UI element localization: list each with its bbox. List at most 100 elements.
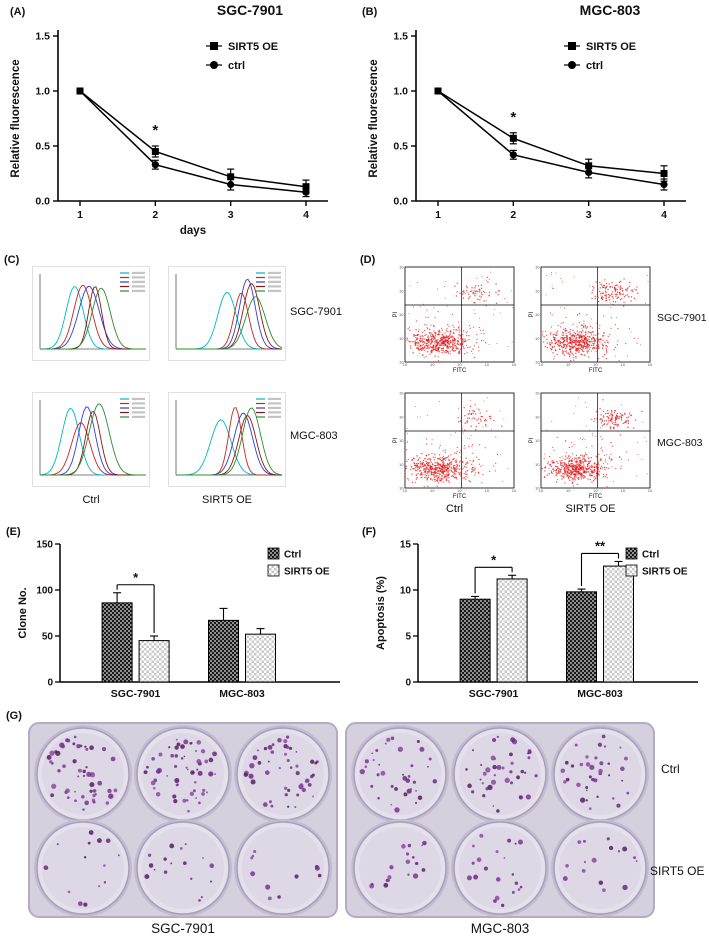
svg-text:10: 10 [399, 462, 404, 467]
svg-text:10: 10 [457, 488, 462, 493]
svg-text:10: 10 [535, 312, 540, 317]
svg-text:10: 10 [512, 488, 517, 493]
svg-text:Relative fluorescence: Relative fluorescence [10, 59, 22, 177]
svg-text:0.0: 0.0 [393, 196, 408, 208]
svg-text:Apoptosis (%): Apoptosis (%) [375, 576, 387, 650]
panel-g-row-label-ctrl: Ctrl [661, 762, 680, 776]
panel-g-letter: (G) [6, 710, 22, 722]
svg-text:1.5: 1.5 [35, 31, 50, 43]
svg-text:10: 10 [485, 362, 490, 367]
panel-c-col-label-ctrl: Ctrl [82, 494, 100, 506]
panel-c-row-label-sgc: SGC-7901 [290, 306, 342, 318]
svg-text:10: 10 [485, 488, 490, 493]
panel-c-col-label-sirt5oe: SIRT5 OE [202, 494, 252, 506]
svg-text:MGC-803: MGC-803 [219, 688, 265, 700]
svg-text:10: 10 [593, 362, 598, 367]
svg-text:10: 10 [621, 488, 626, 493]
svg-text:PI: PI [529, 311, 535, 317]
svg-text:3: 3 [586, 209, 592, 221]
svg-text:4: 4 [661, 209, 667, 221]
panel-d-row-label-sgc: SGC-7901 [657, 312, 707, 324]
panel-d-row-label-mgc: MGC-803 [657, 437, 703, 449]
svg-text:2: 2 [510, 209, 516, 221]
svg-text:1: 1 [77, 209, 83, 221]
svg-text:10: 10 [457, 362, 462, 367]
svg-text:ctrl: ctrl [228, 60, 245, 72]
flow-histogram-mgc-sirt5oe [168, 392, 286, 487]
panel-a-letter: (A) [10, 6, 26, 18]
svg-text:10: 10 [566, 362, 571, 367]
svg-text:**: ** [595, 538, 606, 553]
svg-text:*: * [491, 552, 497, 567]
svg-text:10: 10 [399, 312, 404, 317]
svg-text:Relative fluorescence: Relative fluorescence [368, 59, 380, 177]
colony-plate-sgc [28, 722, 338, 918]
svg-text:10: 10 [399, 360, 404, 365]
svg-text:0.5: 0.5 [393, 141, 408, 153]
svg-text:0.5: 0.5 [35, 141, 50, 153]
svg-text:10: 10 [539, 362, 544, 367]
svg-text:10: 10 [403, 488, 408, 493]
svg-text:10: 10 [399, 288, 404, 293]
svg-text:10: 10 [399, 336, 404, 341]
svg-text:PI: PI [393, 437, 399, 443]
svg-text:50: 50 [42, 632, 54, 643]
panel-g-row-label-sirt5oe: SIRT5 OE [650, 864, 705, 878]
svg-text:10: 10 [399, 414, 404, 419]
svg-text:10: 10 [535, 391, 540, 396]
svg-text:SIRT5 OE: SIRT5 OE [642, 567, 688, 578]
flow-histogram-mgc-ctrl [32, 392, 150, 487]
panel-e-letter: (E) [6, 526, 21, 538]
panel-b-letter: (B) [362, 6, 378, 18]
svg-text:10: 10 [535, 462, 540, 467]
panel-b-line-chart: 0.0 0.5 1.0 1.5 1 2 3 4 Relative fluorescence SIR… [368, 30, 686, 221]
svg-text:10: 10 [399, 438, 404, 443]
svg-text:SGC-7901: SGC-7901 [111, 688, 161, 700]
svg-text:10: 10 [593, 488, 598, 493]
panel-d-col-label-sirt5oe: SIRT5 OE [565, 503, 616, 515]
svg-text:2: 2 [152, 209, 158, 221]
svg-text:1.0: 1.0 [35, 86, 50, 98]
panel-f-bar-chart: 0 5 10 15 Apoptosis (%) SGC-7901 * MGC-803 ** Ctr… [375, 538, 698, 700]
svg-text:0.0: 0.0 [35, 196, 50, 208]
panel-f-letter: (F) [362, 526, 377, 538]
svg-text:10: 10 [648, 362, 653, 367]
svg-text:FITC: FITC [589, 368, 603, 374]
svg-text:100: 100 [36, 586, 53, 597]
svg-text:10: 10 [648, 488, 653, 493]
svg-text:FITC: FITC [589, 494, 603, 500]
svg-text:10: 10 [535, 336, 540, 341]
svg-text:PI: PI [529, 437, 535, 443]
svg-text:ctrl: ctrl [586, 60, 603, 72]
svg-text:0: 0 [47, 678, 53, 689]
svg-text:0: 0 [405, 678, 411, 689]
svg-text:10: 10 [535, 414, 540, 419]
panel-a-line-chart: 0.0 0.5 1.0 1.5 1 2 3 4 days Relative fluorescenc… [10, 30, 328, 237]
panel-b-title: MGC-803 [579, 2, 641, 18]
svg-text:SIRT5 OE: SIRT5 OE [586, 41, 636, 53]
svg-text:10: 10 [566, 488, 571, 493]
svg-text:10: 10 [535, 486, 540, 491]
panel-a-title: SGC-7901 [216, 2, 284, 18]
colony-plate-mgc [345, 722, 655, 918]
svg-text:10: 10 [535, 265, 540, 270]
svg-text:10: 10 [539, 488, 544, 493]
svg-text:*: * [133, 570, 139, 585]
svg-text:10: 10 [399, 391, 404, 396]
flow-histogram-sgc-ctrl [32, 266, 150, 361]
svg-text:1.5: 1.5 [393, 31, 408, 43]
panel-d-letter: (D) [360, 254, 376, 266]
svg-text:10: 10 [430, 488, 435, 493]
panel-c-row-label-mgc: MGC-803 [290, 430, 338, 442]
svg-text:Clone No.: Clone No. [17, 587, 29, 638]
svg-text:SGC-7901: SGC-7901 [469, 688, 519, 700]
panel-c-letter: (C) [4, 254, 20, 266]
svg-text:*: * [510, 109, 516, 126]
svg-text:150: 150 [36, 540, 53, 551]
svg-text:10: 10 [535, 288, 540, 293]
svg-text:10: 10 [399, 265, 404, 270]
